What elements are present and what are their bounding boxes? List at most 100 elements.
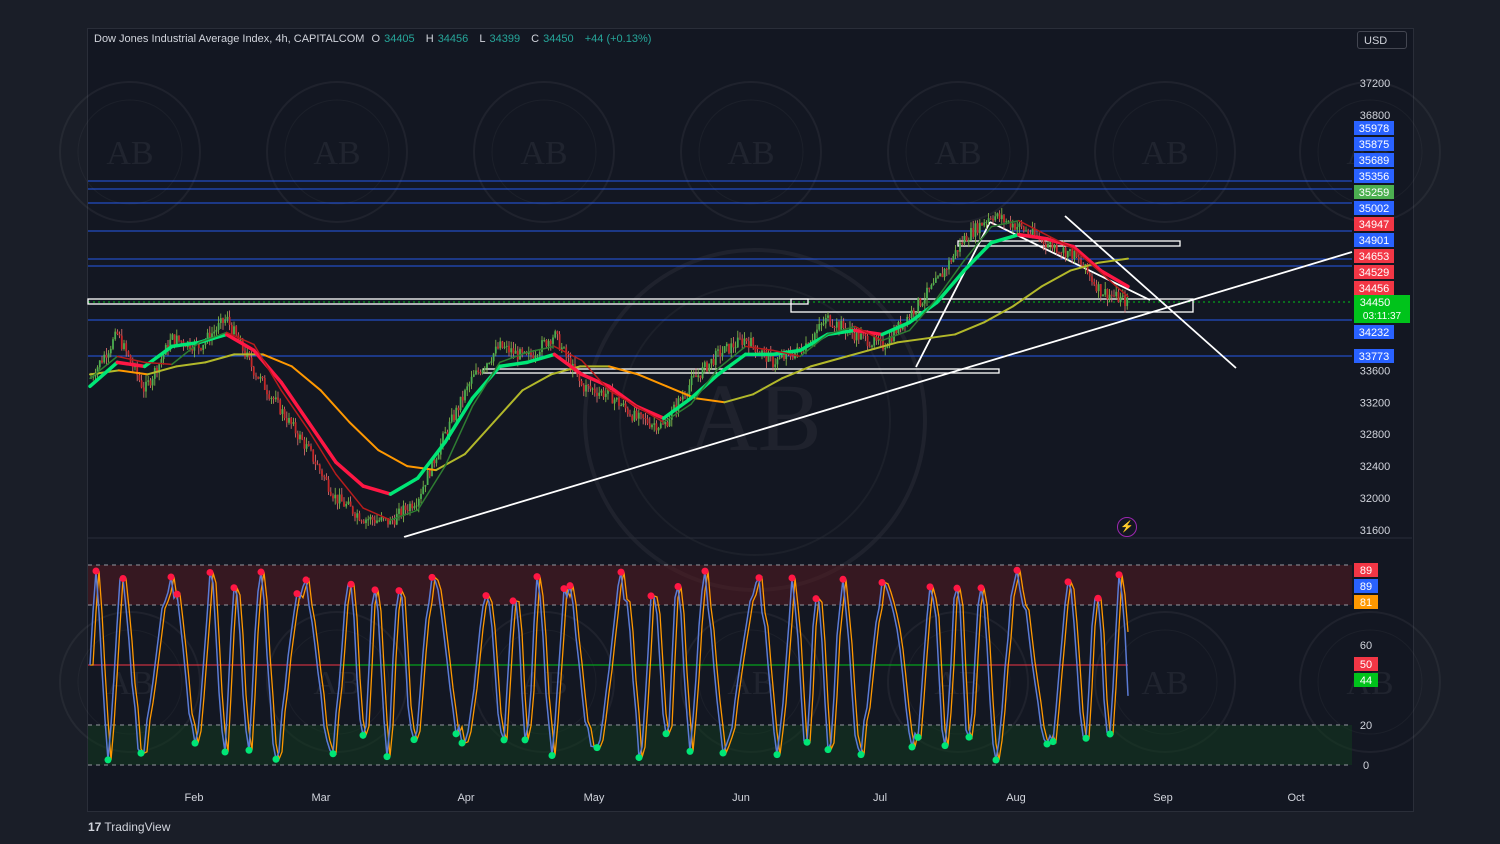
oversold-dot bbox=[965, 733, 973, 741]
candle-body bbox=[255, 375, 257, 377]
overbought-dot bbox=[1013, 566, 1021, 574]
candle-body bbox=[512, 348, 515, 354]
candle-body bbox=[206, 332, 209, 341]
candle-body bbox=[307, 444, 310, 447]
mid-ma-segment bbox=[388, 476, 420, 496]
candle-body bbox=[626, 408, 629, 415]
candle-body bbox=[217, 322, 220, 330]
level-price-badge bbox=[1354, 281, 1394, 295]
candle-body bbox=[321, 470, 323, 477]
mid-ma-segment bbox=[306, 420, 338, 464]
mid-ma-segment bbox=[989, 232, 1021, 245]
candle-body bbox=[349, 501, 352, 507]
time-tick-label: Oct bbox=[1287, 792, 1304, 804]
candle-body bbox=[890, 336, 893, 342]
overbought-dot bbox=[167, 573, 175, 581]
candle-body bbox=[785, 351, 788, 359]
candle-body bbox=[483, 368, 486, 370]
candle-body bbox=[299, 434, 301, 440]
candle-body bbox=[274, 397, 277, 400]
candle-body bbox=[952, 256, 955, 262]
mid-ma-segment bbox=[525, 352, 557, 365]
candle-body bbox=[941, 273, 944, 278]
candle-body bbox=[1011, 223, 1014, 228]
candle-body bbox=[725, 343, 728, 347]
candle-body bbox=[1108, 294, 1111, 300]
mid-ma-segment bbox=[115, 360, 147, 369]
candle-body bbox=[648, 423, 651, 428]
candle-body bbox=[871, 345, 873, 347]
level-price-label: 35002 bbox=[1359, 203, 1390, 215]
candle-body bbox=[631, 415, 634, 421]
oscillator-value-badge bbox=[1354, 673, 1378, 687]
candle-body bbox=[334, 494, 337, 499]
candle-body bbox=[521, 349, 524, 353]
mid-ma-segment bbox=[962, 240, 994, 273]
candle-body bbox=[442, 433, 444, 444]
candle-body bbox=[820, 323, 823, 325]
oversold-dot bbox=[383, 753, 391, 761]
time-axis[interactable]: Feb Mar Apr May Jun Jul Aug Sep Oct bbox=[185, 792, 1305, 804]
candle-body bbox=[827, 315, 829, 318]
candle-body bbox=[684, 396, 686, 398]
candle-body bbox=[1091, 276, 1093, 282]
candle-body bbox=[142, 387, 145, 392]
candle-body bbox=[710, 358, 713, 364]
candle-body bbox=[1009, 220, 1012, 228]
symbol-legend[interactable]: Dow Jones Industrial Average Index, 4h, … bbox=[94, 33, 655, 45]
fast-ma-segment bbox=[307, 429, 337, 475]
overbought-dot bbox=[839, 575, 847, 583]
candle-body bbox=[314, 461, 317, 465]
candle-body bbox=[145, 381, 147, 392]
fast-ma-segment bbox=[553, 345, 583, 362]
candle-body bbox=[732, 343, 735, 348]
candle-body bbox=[560, 347, 563, 350]
candle-body bbox=[1025, 230, 1027, 232]
candle-body bbox=[450, 414, 453, 422]
candle-body bbox=[688, 385, 691, 395]
oversold-dot bbox=[773, 751, 781, 759]
price-axis[interactable]: 31600 32000 32400 32800 33200 33600 36800 37200… bbox=[1354, 78, 1410, 772]
oversold-dot bbox=[992, 756, 1000, 764]
slow-ma-segment bbox=[146, 365, 178, 376]
candle-body bbox=[109, 348, 112, 354]
candle-body bbox=[1047, 244, 1049, 248]
level-price-label: 35356 bbox=[1359, 171, 1390, 183]
candle-body bbox=[706, 362, 708, 372]
bar-countdown-label: 03:11:37 bbox=[1363, 311, 1402, 322]
candle-body bbox=[422, 486, 425, 494]
candle-body bbox=[629, 414, 631, 416]
candle-body bbox=[279, 399, 282, 415]
candle-body bbox=[118, 334, 121, 336]
candle-body bbox=[642, 414, 645, 419]
oscillator-value-badge bbox=[1354, 657, 1378, 671]
candle-body bbox=[543, 339, 546, 341]
candle-body bbox=[356, 513, 359, 518]
level-price-label: 33773 bbox=[1359, 351, 1390, 363]
candle-body bbox=[398, 508, 400, 514]
oversold-dot bbox=[1043, 740, 1051, 748]
candle-body bbox=[910, 310, 913, 318]
candle-body bbox=[235, 326, 238, 335]
candle-body bbox=[514, 350, 517, 354]
candle-body bbox=[149, 380, 152, 386]
overbought-dot bbox=[953, 584, 961, 592]
candle-body bbox=[932, 282, 935, 285]
candle-body bbox=[116, 331, 119, 335]
oscillator-tick-label: 0 bbox=[1363, 760, 1369, 772]
candle-body bbox=[415, 505, 418, 507]
currency-button[interactable]: USD bbox=[1357, 31, 1407, 49]
watermark-ring-inner bbox=[905, 99, 1011, 205]
overbought-dot bbox=[428, 573, 436, 581]
oscillator-tick-label: 60 bbox=[1360, 640, 1372, 652]
price-tick-label: 37200 bbox=[1360, 78, 1391, 90]
fast-ma-segment bbox=[198, 331, 228, 344]
candle-body bbox=[578, 374, 581, 381]
mid-ma-segment bbox=[935, 268, 966, 305]
candle-body bbox=[835, 321, 838, 328]
candle-body bbox=[567, 356, 570, 358]
candle-body bbox=[208, 332, 211, 341]
mid-ma-segment bbox=[1016, 232, 1048, 241]
lightning-icon[interactable]: ⚡ bbox=[1117, 517, 1137, 537]
